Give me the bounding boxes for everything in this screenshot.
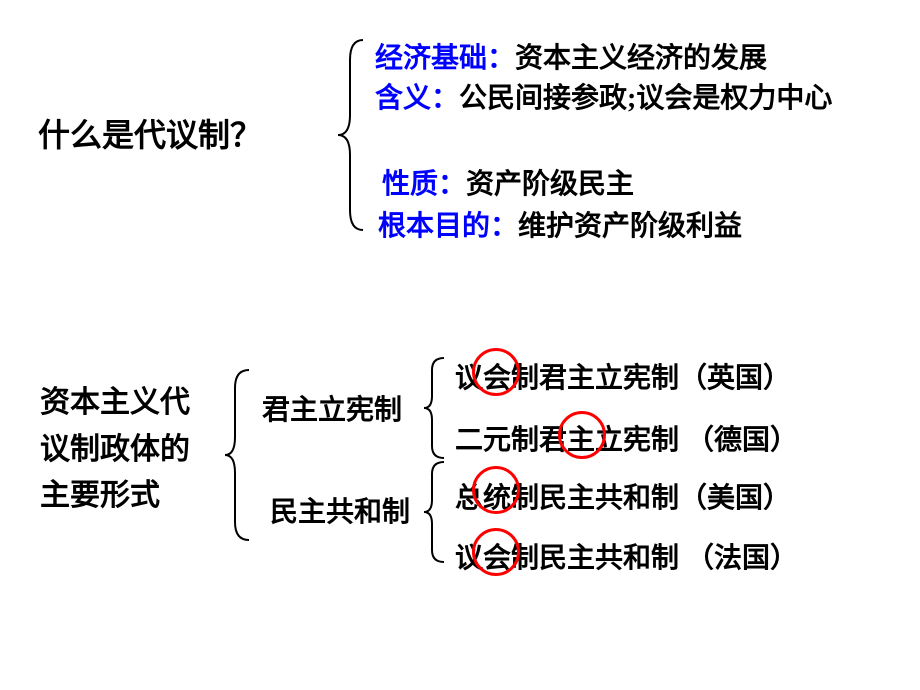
bottom-title-l1: 资本主义代 <box>40 380 190 427</box>
brace-top <box>338 40 368 230</box>
bottom-title: 资本主义代 议制政体的 主要形式 <box>40 380 190 520</box>
bottom-cat-1: 君主立宪制 <box>262 388 402 428</box>
brace-bottom-main <box>225 370 253 540</box>
top-item-2: 含义：公民间接参政;议会是权力中心 <box>375 78 875 120</box>
leaf-1: 议会制君主立宪制（英国） <box>455 356 791 396</box>
bottom-cat-2: 民主共和制 <box>270 490 410 530</box>
top-item-3: 性质：资产阶级民主 <box>382 162 634 202</box>
bottom-title-l3: 主要形式 <box>40 473 190 520</box>
leaf-4: 议会制民主共和制 （法国） <box>455 536 798 576</box>
top-item-4-label: 根本目的： <box>378 211 518 242</box>
leaf-3: 总统制民主共和制（美国） <box>455 476 791 516</box>
top-item-1-label: 经济基础： <box>375 43 515 74</box>
question-text: 什么是代议制？ <box>38 110 262 156</box>
top-item-2-label: 含义： <box>375 83 459 114</box>
bottom-title-l2: 议制政体的 <box>40 427 190 474</box>
top-item-4: 根本目的：维护资产阶级利益 <box>378 204 742 244</box>
leaf-2: 二元制君主立宪制 （德国） <box>455 418 798 458</box>
top-item-3-label: 性质： <box>382 169 466 200</box>
top-item-4-text: 维护资产阶级利益 <box>518 211 742 242</box>
top-item-1: 经济基础：资本主义经济的发展 <box>375 36 767 76</box>
brace-cat1 <box>424 358 448 458</box>
top-item-3-text: 资产阶级民主 <box>466 169 634 200</box>
brace-cat2 <box>424 462 448 562</box>
top-item-1-text: 资本主义经济的发展 <box>515 43 767 74</box>
top-item-2-text: 公民间接参政;议会是权力中心 <box>459 83 832 114</box>
